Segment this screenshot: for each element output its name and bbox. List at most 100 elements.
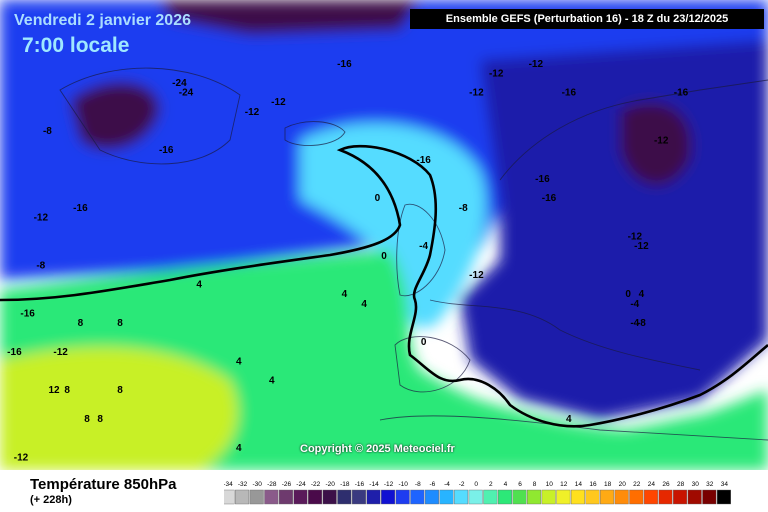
field-region-northern-europe [460, 40, 768, 420]
contour-label: -12 [271, 97, 286, 108]
legend-swatch [381, 489, 396, 505]
field-region-british-isles [300, 123, 487, 329]
legend-tick-label: -14 [369, 481, 379, 488]
contour-label: -12 [34, 212, 49, 223]
contour-label: 4 [269, 376, 275, 387]
contour-label: 8 [78, 318, 84, 329]
legend-swatch [249, 489, 264, 505]
legend-swatch [439, 489, 454, 505]
contour-label: 12 [48, 385, 60, 396]
contour-label: 4 [196, 280, 202, 291]
field-region-mediterranean [380, 380, 768, 470]
legend-tick-label: -16 [355, 481, 365, 488]
contour-label: -4 [419, 241, 428, 252]
legend-tick-label: -10 [398, 481, 408, 488]
legend-swatch [264, 489, 279, 505]
legend-tick-label: -26 [282, 481, 292, 488]
contour-label: 8 [97, 414, 103, 425]
contour-label: 4 [361, 299, 367, 310]
temperature-map: -24-24-8-16-16-12-12-16-12-16-8-16-16-12… [0, 0, 768, 470]
contour-label: -12 [53, 347, 68, 358]
legend-swatch [658, 489, 673, 505]
legend-tick-label: -34 [224, 481, 233, 488]
europe-coast [429, 299, 701, 371]
legend-tick-labels: -34 -32 -30 -28 -26 -24 -22 -20 -18 -16 -14 -12 -10-… [224, 481, 728, 488]
legend-tick-label: 34 [721, 481, 729, 488]
legend-swatch [527, 489, 542, 505]
contour-label: -16 [674, 88, 689, 99]
contour-label: 4 [236, 356, 242, 367]
legend-tick-label: 30 [692, 481, 700, 488]
contour-label: -16 [542, 193, 557, 204]
legend-swatch [600, 489, 615, 505]
legend-swatch [629, 489, 644, 505]
legend-tick-label: 24 [648, 481, 656, 488]
freezing-isotherm [0, 144, 768, 428]
contour-label: 8 [117, 385, 123, 396]
legend-swatch [424, 489, 439, 505]
legend-tick-label: 6 [518, 481, 522, 488]
contour-label: -16 [535, 174, 550, 185]
contour-label: -12 [654, 136, 669, 147]
legend-swatch [541, 489, 556, 505]
legend-swatch [585, 489, 600, 505]
field-region-greenland-cold-core [70, 0, 420, 150]
forecast-lead-time: (+ 228h) [30, 494, 72, 506]
legend-tick-label: 22 [633, 481, 641, 488]
legend-swatch [351, 489, 366, 505]
contour-label: -24 [179, 88, 194, 99]
legend-tick-label: -2 [459, 481, 465, 488]
contour-label: -12 [14, 452, 29, 463]
contour-label: 0 [381, 251, 387, 262]
legend-swatch [673, 489, 688, 505]
legend-tick-label: 14 [575, 481, 583, 488]
scandinavia-coast [499, 79, 768, 181]
contour-label: -8 [43, 126, 52, 137]
contour-label: 0 [625, 289, 631, 300]
contour-label: -16 [416, 155, 431, 166]
legend-swatch [512, 489, 527, 505]
field-region-scandinavia-cold-core [620, 102, 692, 186]
legend-swatch [468, 489, 483, 505]
contour-label: 4 [639, 289, 645, 300]
legend-tick-label: -32 [238, 481, 248, 488]
legend-swatch [278, 489, 293, 505]
contour-label: -12 [469, 88, 484, 99]
contour-label: 8 [64, 385, 70, 396]
legend-swatch [702, 489, 717, 505]
color-scale-legend: -34 -32 -30 -28 -26 -24 -22 -20 -18 -16 -14 -12 -10-… [224, 481, 731, 505]
greenland-coast [59, 67, 241, 165]
legend-swatch [454, 489, 469, 505]
legend-swatch [308, 489, 323, 505]
legend-tick-label: -6 [430, 481, 436, 488]
legend-tick-label: 12 [560, 481, 568, 488]
legend-swatch [643, 489, 658, 505]
legend-swatch [497, 489, 512, 505]
legend-swatch [224, 489, 235, 505]
contour-label: -8 [637, 318, 646, 329]
legend-tick-label: 28 [677, 481, 685, 488]
contour-label: -12 [628, 232, 643, 243]
legend-swatch [293, 489, 308, 505]
legend-swatch [614, 489, 629, 505]
legend-tick-label: -24 [296, 481, 306, 488]
contour-label: 4 [236, 443, 242, 454]
contour-labels: -24-24-8-16-16-12-12-16-12-16-8-16-16-12… [7, 20, 688, 463]
contour-label: -16 [7, 347, 22, 358]
model-run-banner: Ensemble GEFS (Perturbation 16) - 18 Z d… [410, 9, 764, 29]
contour-label: -16 [562, 88, 577, 99]
legend-tick-label: -22 [311, 481, 321, 488]
legend-tick-label: -18 [340, 481, 350, 488]
valid-local-time: 7:00 locale [22, 34, 130, 57]
parameter-title: Température 850hPa [30, 476, 177, 493]
contour-label: -4 [630, 318, 639, 329]
temperature-field [0, 0, 768, 470]
contour-label: -8 [459, 203, 468, 214]
legend-swatch [570, 489, 585, 505]
legend-swatch [556, 489, 571, 505]
iceland-coast [284, 121, 346, 146]
legend-tick-label: 26 [662, 481, 670, 488]
legend-tick-label: -8 [415, 481, 421, 488]
legend-tick-label: 8 [533, 481, 537, 488]
legend-swatch [410, 489, 425, 505]
